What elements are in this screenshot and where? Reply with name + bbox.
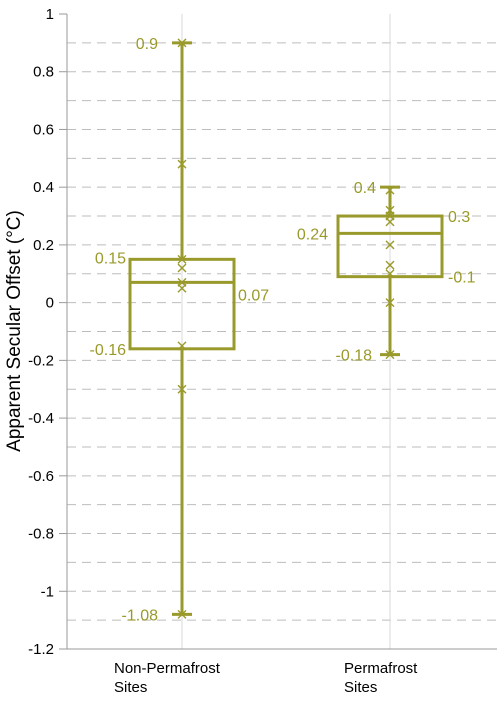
max-label: 0.4	[354, 180, 376, 197]
marker-stroke	[177, 263, 187, 273]
y-tick-label: -0.8	[28, 526, 54, 543]
grid-lines	[67, 14, 497, 649]
y-tick-label: 1	[46, 6, 54, 23]
data-point-marker	[177, 254, 187, 264]
category-labels: Non-Permafrost Sites Permafrost Sites	[114, 660, 418, 696]
category-label: Permafrost	[344, 660, 418, 677]
marker-stroke	[177, 609, 187, 619]
q3-label: 0.15	[95, 250, 126, 267]
marker-stroke	[385, 185, 395, 195]
data-point-marker	[385, 260, 395, 270]
category-label: Sites	[114, 679, 147, 696]
data-point-marker	[177, 159, 187, 169]
marker-stroke	[385, 260, 395, 270]
y-tick-labels: 1 0.8 0.6 0.4 0.2 0 -0.2 -0.4 -0.6 -0.8 -1 -1.2	[28, 6, 67, 658]
y-tick-label: 0.4	[33, 179, 54, 196]
category-label: Non-Permafrost	[114, 660, 221, 677]
data-point-marker	[177, 38, 187, 48]
min-label: -0.18	[336, 348, 373, 365]
y-tick-label: -0.2	[28, 352, 54, 369]
data-point-marker	[385, 350, 395, 360]
marker-stroke	[177, 283, 187, 293]
marker-stroke	[177, 254, 187, 264]
y-tick-label: 0.8	[33, 64, 54, 81]
q1-label: -0.16	[90, 342, 127, 359]
marker-stroke	[385, 269, 395, 279]
max-label: 0.9	[136, 36, 158, 53]
data-point-marker	[385, 269, 395, 279]
y-tick-label: -0.6	[28, 468, 54, 485]
marker-stroke	[385, 350, 395, 360]
y-tick-label: -1.2	[28, 641, 54, 658]
min-label: -1.08	[122, 607, 159, 624]
marker-stroke	[177, 384, 187, 394]
data-point-marker	[385, 217, 395, 227]
data-point-marker	[385, 185, 395, 195]
y-tick-label: 0.6	[33, 121, 54, 138]
marker-stroke	[177, 38, 187, 48]
q1-label: -0.1	[448, 270, 476, 287]
marker-stroke	[385, 217, 395, 227]
marker-stroke	[385, 298, 395, 308]
data-point-marker	[177, 263, 187, 273]
data-point-marker	[385, 298, 395, 308]
data-point-marker	[385, 240, 395, 250]
y-axis-title: Apparent Secular Offset (°C)	[4, 210, 25, 452]
boxes-layer: 0.9 0.15 0.07 -0.16 -1.08 0.4 0.3 0.24 -0.1 -0.18	[90, 36, 476, 625]
y-tick-label: -1	[41, 583, 54, 600]
marker-stroke	[177, 341, 187, 351]
data-point-marker	[177, 341, 187, 351]
data-point-marker	[177, 609, 187, 619]
box-group: 0.9 0.15 0.07 -0.16 -1.08	[90, 36, 270, 625]
q3-label: 0.3	[448, 209, 470, 226]
data-point-marker	[177, 384, 187, 394]
median-label: 0.24	[297, 226, 328, 243]
box-group: 0.4 0.3 0.24 -0.1 -0.18	[297, 180, 476, 364]
y-tick-label: 0	[46, 295, 54, 312]
marker-stroke	[177, 159, 187, 169]
median-label: 0.07	[238, 287, 269, 304]
data-point-marker	[177, 283, 187, 293]
y-tick-label: 0.2	[33, 237, 54, 254]
y-tick-label: -0.4	[28, 410, 54, 427]
category-label: Sites	[344, 679, 377, 696]
marker-stroke	[385, 240, 395, 250]
